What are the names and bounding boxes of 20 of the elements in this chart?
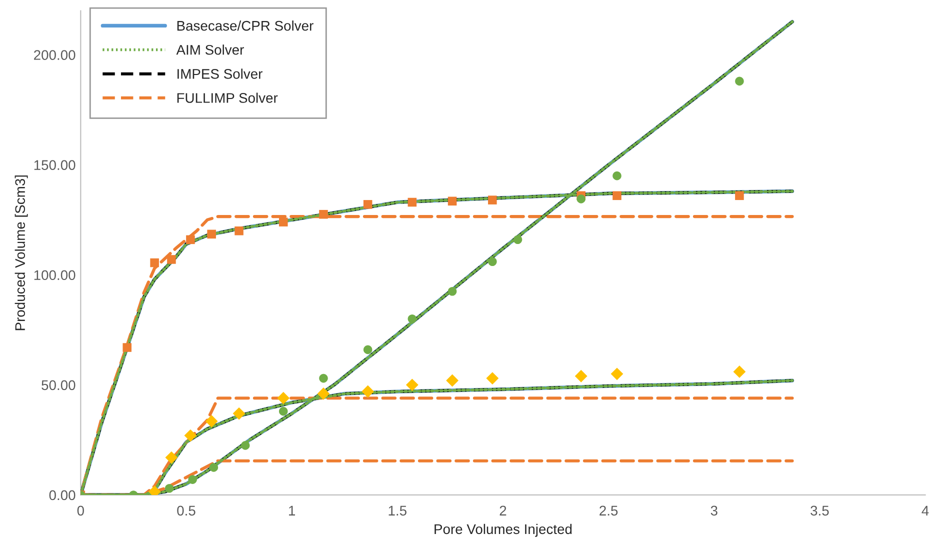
legend-label: AIM Solver: [176, 44, 244, 55]
y-axis-title: Produced Volume [Scm3]: [14, 175, 28, 330]
x-tick-label: 0: [77, 506, 84, 516]
x-tick-label: 4: [922, 506, 929, 516]
x-tick-label: 0.5: [177, 506, 196, 516]
y-tick-label: 50.00: [42, 380, 76, 390]
x-tick-label: 3: [710, 506, 718, 516]
legend-label: IMPES Solver: [178, 68, 262, 79]
y-tick-label: 100.00: [34, 270, 76, 280]
x-tick-label: 1.5: [388, 506, 406, 516]
y-tick-label: 150.00: [34, 160, 76, 170]
x-tick-label: 1: [289, 506, 295, 516]
x-axis-title: Pore Volumes Injected: [434, 524, 572, 537]
y-tick-label: 0.00: [49, 490, 76, 500]
x-tick-label: 2: [500, 506, 506, 516]
y-tick-label: 200.00: [34, 50, 76, 60]
x-tick-label: 2.5: [600, 506, 618, 516]
x-tick-label: 3.5: [810, 506, 829, 516]
legend-label: Basecase/CPR Solver: [177, 20, 314, 31]
legend-label: FULLIMP Solver: [177, 92, 278, 103]
